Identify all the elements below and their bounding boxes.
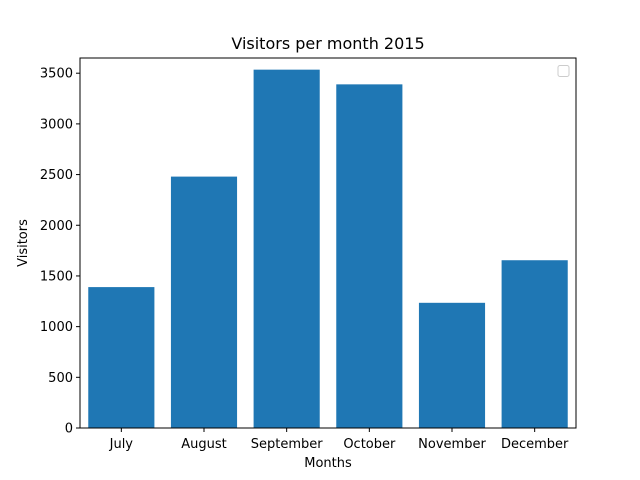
- y-tick-label: 3000: [40, 117, 73, 132]
- bar-august: [170, 176, 238, 428]
- y-axis: 0 500 1000 1500 2000 2500 3000 3500: [40, 67, 80, 437]
- y-tick-label: 0: [65, 422, 73, 437]
- bar-july: [88, 287, 155, 428]
- y-tick-label: 3500: [40, 67, 73, 82]
- y-tick-label: 1500: [40, 269, 73, 284]
- y-axis-label: Visitors: [16, 219, 31, 267]
- y-tick-label: 2000: [40, 219, 73, 234]
- y-tick-label: 1000: [40, 320, 73, 335]
- chart-title: Visitors per month 2015: [231, 34, 424, 53]
- y-tick-label: 500: [48, 371, 73, 386]
- x-tick-label: September: [251, 437, 324, 452]
- legend-box: [557, 65, 570, 77]
- bar-september: [253, 69, 320, 428]
- y-tick-label: 2500: [40, 168, 73, 183]
- plot-frame: [79, 57, 577, 429]
- x-tick-label: July: [109, 437, 134, 452]
- x-tick-label: August: [181, 437, 227, 452]
- x-tick-label: December: [501, 437, 569, 452]
- bar-october: [336, 84, 403, 428]
- x-tick-label: November: [418, 437, 486, 452]
- bars-group: [88, 69, 568, 428]
- bar-december: [501, 260, 568, 428]
- x-axis: July August September October November Decemb…: [109, 428, 569, 452]
- x-axis-label: Months: [304, 456, 352, 471]
- x-tick-label: October: [343, 437, 396, 452]
- bar-november: [418, 302, 486, 428]
